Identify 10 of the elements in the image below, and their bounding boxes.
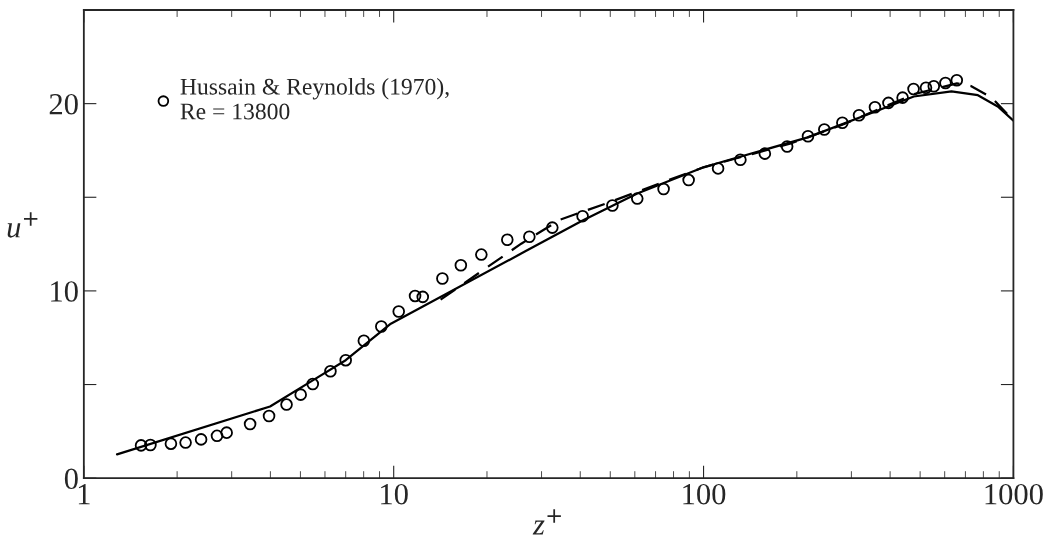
x-tick-label: 100: [683, 483, 726, 505]
y-tick-label: 0: [64, 468, 78, 490]
legend-label: Hussain & Reynolds (1970), Re = 13800: [180, 78, 449, 120]
y-axis-title: u$^{+}$: [7, 212, 38, 238]
x-axis-title: z$^{+}$: [532, 509, 561, 535]
x-tick-label: 1000: [985, 483, 1043, 505]
x-tick-label: 10: [381, 483, 408, 505]
y-tick-label: 20: [49, 93, 78, 115]
y-tick-label: 10: [51, 281, 78, 302]
x-tick-label: 1: [78, 484, 90, 505]
